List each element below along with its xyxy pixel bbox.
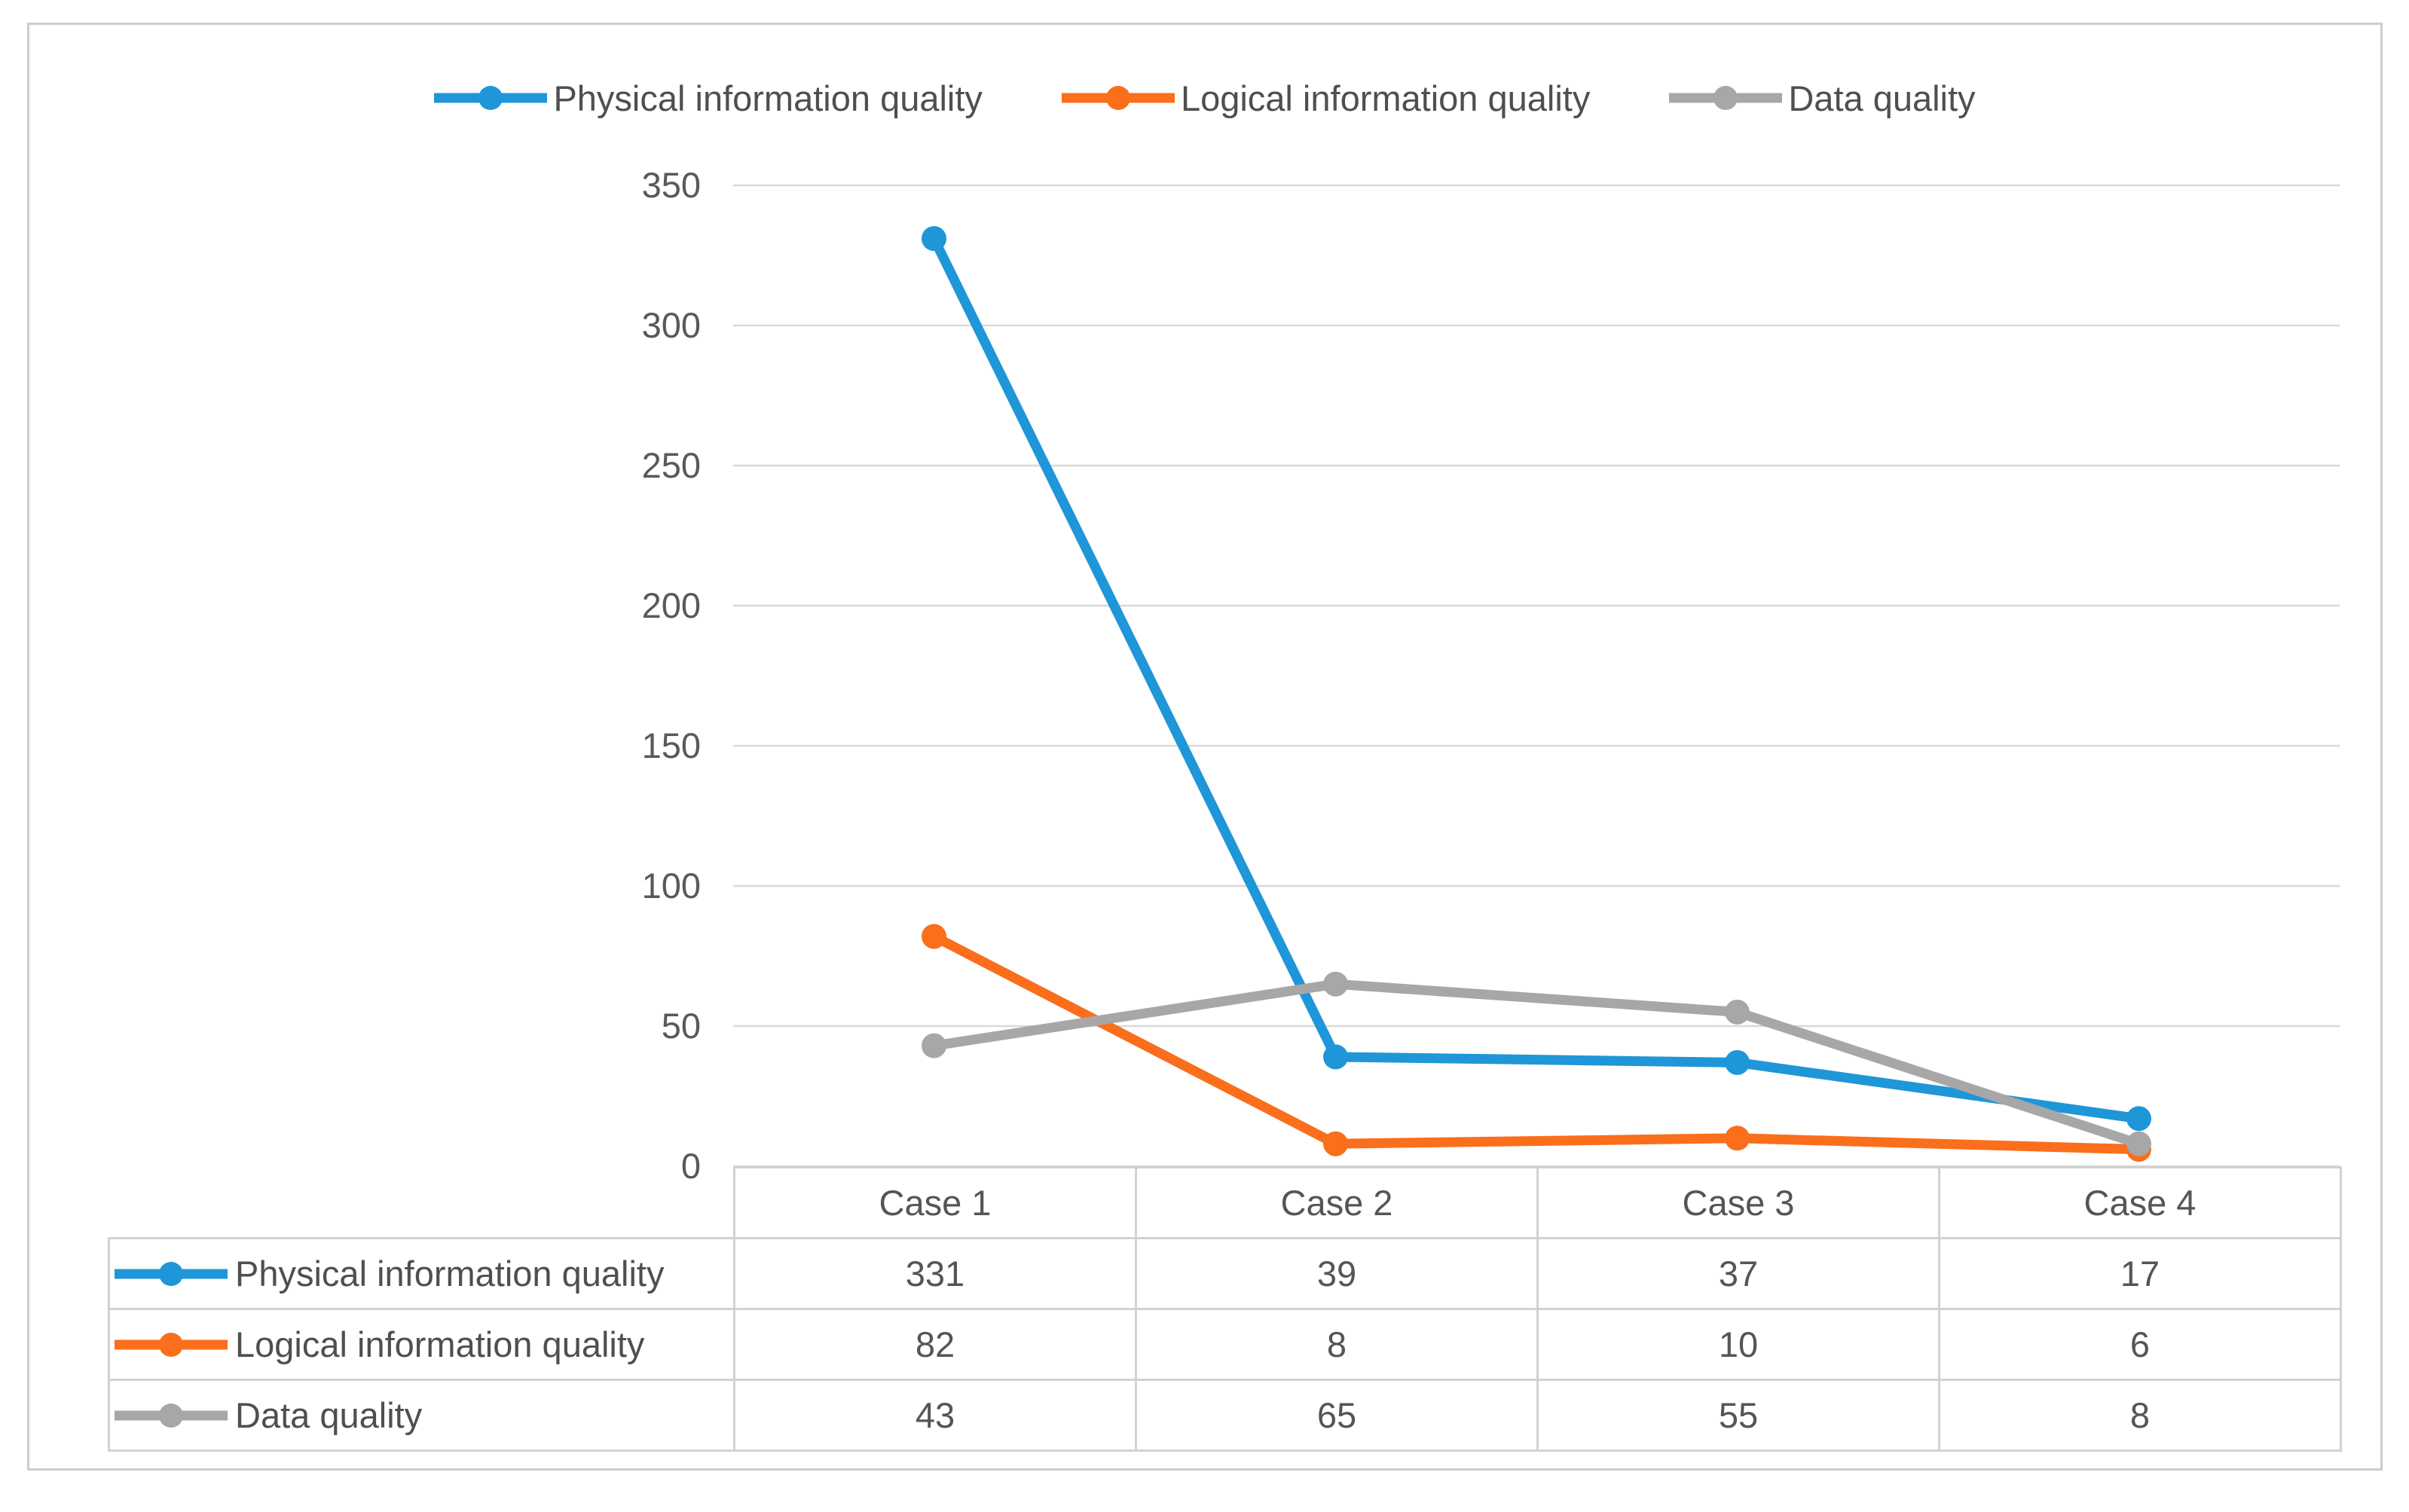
table-value-cell: 8 [1938,1379,2342,1452]
table-value-cell: 39 [1135,1237,1539,1310]
table-row-label-cell: Physical information quality [108,1237,735,1310]
line-chart-plot-area [733,184,2340,1168]
table-row-label-cell: Logical information quality [108,1308,735,1381]
table-row-label-cell: Data quality [108,1379,735,1452]
table-row: Physical information quality 331 39 37 17 [108,1237,2342,1310]
table-row-label: Data quality [235,1395,423,1435]
series-line [929,234,2144,1124]
table-column-header: Case 1 [733,1166,1137,1239]
table-value-cell: 8 [1135,1308,1539,1381]
table-column-header: Case 4 [1938,1166,2342,1239]
data-point-marker [1323,1044,1348,1070]
table-value-cell: 331 [733,1237,1137,1310]
table-header-row: Case 1 Case 2 Case 3 Case 4 [109,1166,2342,1239]
legend-item: Data quality [1669,78,1976,119]
table-value-cell: 55 [1536,1379,1940,1452]
series-line [929,979,2144,1149]
legend-label: Physical information quality [553,78,983,118]
y-axis-tick-label: 300 [641,305,701,345]
data-point-marker [1725,1049,1750,1075]
data-point-marker [922,924,946,949]
y-axis-tick-label: 200 [641,585,701,625]
data-point-marker [1323,1131,1348,1156]
table-column-header: Case 2 [1135,1166,1539,1239]
series-marker-icon [434,86,548,110]
series-marker-icon [1669,86,1783,110]
table-column-header: Case 3 [1536,1166,1940,1239]
table-value-cell: 43 [733,1379,1137,1452]
table-value-cell: 82 [733,1308,1137,1381]
series-marker-icon [115,1332,228,1357]
data-point-marker [922,1033,946,1058]
table-row-label: Logical information quality [235,1324,645,1364]
y-axis-tick-label: 100 [641,866,701,906]
y-axis-tick-label: 350 [641,165,701,205]
y-axis-tick-label: 50 [661,1006,701,1046]
table-row: Data quality 43 65 55 8 [108,1379,2342,1452]
table-row: Logical information quality 82 8 10 6 [108,1308,2342,1381]
chart-figure: Physical information quality Logical info… [27,23,2383,1471]
data-point-marker [1725,999,1750,1025]
legend-label: Logical information quality [1180,78,1591,118]
chart-legend: Physical information quality Logical info… [29,73,2380,123]
table-value-cell: 65 [1135,1379,1539,1452]
data-table: Case 1 Case 2 Case 3 Case 4 Physical informa… [108,1166,2342,1452]
y-axis-tick-label: 250 [641,445,701,485]
data-point-marker [2126,1131,2151,1156]
series-line [929,931,2144,1155]
table-value-cell: 10 [1536,1308,1940,1381]
data-point-marker [1323,971,1348,997]
data-point-marker [922,226,946,252]
data-point-marker [2126,1106,2151,1132]
y-axis-tick-label: 150 [641,725,701,765]
table-value-cell: 6 [1938,1308,2342,1381]
series-marker-icon [115,1261,228,1286]
table-corner-cell [109,1168,735,1239]
series-marker-icon [115,1403,228,1428]
series-marker-icon [1061,86,1175,110]
legend-label: Data quality [1788,78,1976,118]
table-value-cell: 37 [1536,1237,1940,1310]
y-axis-tick-label: 0 [680,1146,701,1186]
table-value-cell: 17 [1938,1237,2342,1310]
legend-item: Logical information quality [1061,78,1591,119]
legend-item: Physical information quality [434,78,983,119]
data-point-marker [1725,1126,1750,1151]
table-row-label: Physical information quality [235,1254,665,1294]
